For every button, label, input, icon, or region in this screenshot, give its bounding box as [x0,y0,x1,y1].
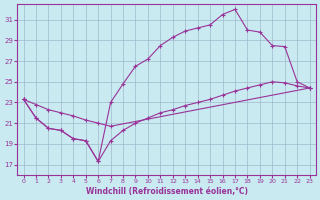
X-axis label: Windchill (Refroidissement éolien,°C): Windchill (Refroidissement éolien,°C) [85,187,248,196]
